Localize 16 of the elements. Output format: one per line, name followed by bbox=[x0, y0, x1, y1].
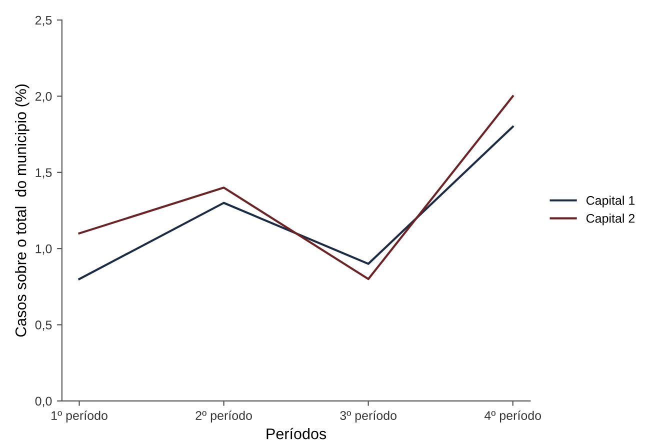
x-tick-label: 1º período bbox=[52, 410, 108, 422]
line-series bbox=[78, 126, 514, 280]
y-tick-label: 0,5 bbox=[35, 320, 52, 331]
line-series bbox=[78, 95, 514, 280]
y-tick-label: 1,0 bbox=[36, 244, 52, 255]
y-tick-label: 2,5 bbox=[35, 16, 52, 26]
y-tick-label: 2,0 bbox=[35, 92, 52, 102]
x-tick-label: 3º período bbox=[340, 410, 396, 422]
x-tick-label: 4º período bbox=[484, 410, 542, 422]
x-axis-title: Períodos bbox=[266, 428, 326, 440]
y-tick-label: 1,5 bbox=[36, 168, 52, 179]
y-axis-title: Casos sobre o total do municipio (%) bbox=[15, 84, 30, 337]
y-tick-label: 0,0 bbox=[35, 396, 52, 408]
legend-label: Capital 1 bbox=[586, 196, 635, 208]
x-tick-label: 2º período bbox=[196, 410, 252, 422]
legend-label: Capital 2 bbox=[586, 214, 635, 226]
